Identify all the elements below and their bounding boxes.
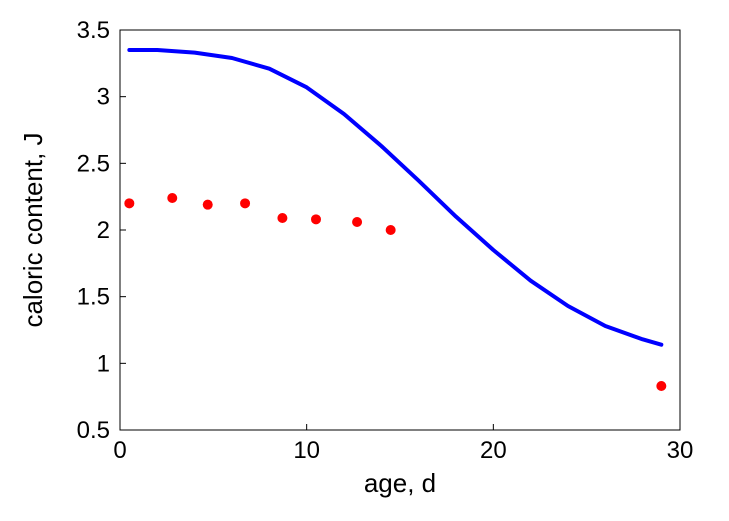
y-tick-label: 1.5 xyxy=(77,284,110,311)
scatter-point xyxy=(240,198,250,208)
scatter-point xyxy=(386,225,396,235)
chart-container: 0 10 20 30 0.5 1 1.5 2 2.5 3 3.5 age, d caloric cont… xyxy=(0,0,729,521)
y-tick-label: 3.5 xyxy=(77,17,110,44)
scatter-point xyxy=(656,381,666,391)
scatter-point xyxy=(352,217,362,227)
x-axis-label: age, d xyxy=(364,468,436,498)
scatter-point xyxy=(311,214,321,224)
x-tick-label: 0 xyxy=(113,437,126,464)
x-tick-label: 30 xyxy=(667,437,694,464)
y-axis-label: caloric content, J xyxy=(18,132,48,327)
scatter-point xyxy=(167,193,177,203)
y-tick-label: 3 xyxy=(97,84,110,111)
y-tick-label: 0.5 xyxy=(77,417,110,444)
scatter-point xyxy=(277,213,287,223)
x-tick-label: 10 xyxy=(293,437,320,464)
chart-svg: 0 10 20 30 0.5 1 1.5 2 2.5 3 3.5 age, d caloric cont… xyxy=(0,0,729,521)
y-tick-label: 1 xyxy=(97,350,110,377)
y-tick-label: 2.5 xyxy=(77,150,110,177)
x-tick-label: 20 xyxy=(480,437,507,464)
scatter-point xyxy=(203,200,213,210)
scatter-point xyxy=(124,198,134,208)
y-tick-label: 2 xyxy=(97,217,110,244)
